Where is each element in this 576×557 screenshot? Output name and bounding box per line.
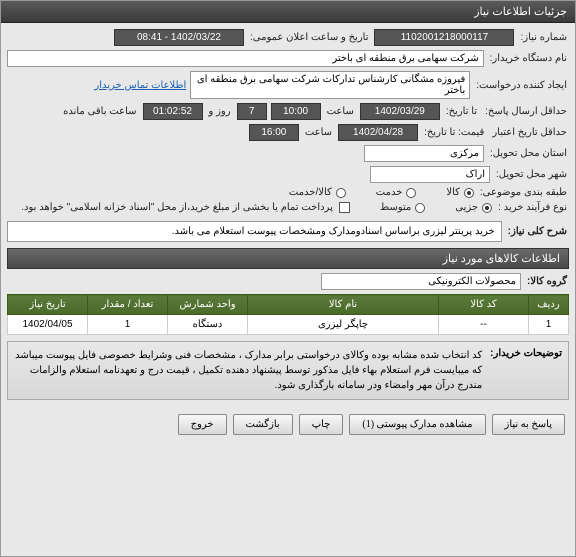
td-code: -- — [439, 315, 529, 335]
buyer-notes-label: توضیحات خریدار: — [490, 348, 562, 393]
province-value: مرکزی — [364, 145, 484, 162]
table-row[interactable]: 1 -- چاپگر لیزری دستگاه 1 1402/04/05 — [8, 315, 569, 335]
window: جزئیات اطلاعات نیاز شماره نیاز: 11020012… — [0, 0, 576, 557]
deadline-label: حداقل ارسال پاسخ: — [483, 106, 569, 117]
radio-service-dot — [406, 188, 416, 198]
validity-label: حداقل تاریخ اعتبار — [490, 127, 569, 138]
validity-date: 1402/04/28 — [338, 124, 418, 141]
city-label: شهر محل تحویل: — [494, 169, 569, 180]
remaining-label: ساعت باقی مانده — [61, 106, 138, 117]
payment-note: پرداخت تمام یا بخشی از مبلغ خرید،از محل … — [19, 202, 335, 213]
attachments-button[interactable]: مشاهده مدارک پیوستی (1) — [349, 414, 485, 435]
announce-date-value: 1402/03/22 - 08:41 — [114, 29, 244, 46]
th-qty: تعداد / مقدار — [88, 295, 168, 315]
th-name: نام کالا — [248, 295, 439, 315]
validity-time: 16:00 — [249, 124, 299, 141]
deadline-time: 10:00 — [271, 103, 321, 120]
day-label: روز و — [207, 106, 233, 117]
back-button[interactable]: بازگشت — [233, 414, 293, 435]
payment-checkbox[interactable] — [339, 202, 350, 213]
items-table: ردیف کد کالا نام کالا واحد شمارش تعداد /… — [7, 294, 569, 335]
need-number-label: شماره نیاز: — [518, 32, 569, 43]
requester-label: ایجاد کننده درخواست: — [474, 80, 569, 91]
content-area: شماره نیاز: 1102001218000117 تاریخ و ساع… — [1, 23, 575, 445]
province-label: استان محل تحویل: — [488, 148, 569, 159]
td-name: چاپگر لیزری — [248, 315, 439, 335]
radio-partial-dot — [482, 203, 492, 213]
radio-goods-dot — [464, 188, 474, 198]
radio-partial[interactable]: جزیی — [453, 202, 492, 213]
goods-group-label: گروه کالا: — [525, 276, 569, 287]
th-row: ردیف — [529, 295, 569, 315]
time-label-2: ساعت — [303, 127, 334, 138]
category-label: طبقه بندی موضوعی: — [478, 187, 569, 198]
print-button[interactable]: چاپ — [299, 414, 344, 435]
exit-button[interactable]: خروج — [178, 414, 227, 435]
requester-value: فیروزه مشگانی کارشناس تدارکات شرکت سهامی… — [190, 71, 470, 99]
radio-service-label: خدمت — [374, 187, 405, 198]
radio-service[interactable]: خدمت — [374, 187, 417, 198]
table-header-row: ردیف کد کالا نام کالا واحد شمارش تعداد /… — [8, 295, 569, 315]
td-row: 1 — [529, 315, 569, 335]
desc-label: شرح کلی نیاز: — [506, 226, 569, 237]
city-value: اراک — [370, 166, 490, 183]
respond-button[interactable]: پاسخ به نیاز — [492, 414, 566, 435]
radio-medium[interactable]: متوسط — [378, 202, 425, 213]
buyer-notes-text: کد انتخاب شده مشابه بوده وکالای درخواستی… — [14, 348, 482, 393]
radio-goods-label: کالا — [444, 187, 462, 198]
radio-partial-label: جزیی — [453, 202, 480, 213]
need-number-value: 1102001218000117 — [374, 29, 514, 46]
days-remaining: 7 — [237, 103, 267, 120]
desc-text: خرید پرینتر لیزری براساس اسنادومدارک ومش… — [7, 221, 502, 242]
buyer-org-value: شرکت سهامی برق منطقه ای باختر — [7, 50, 484, 67]
buyer-notes-box: توضیحات خریدار: کد انتخاب شده مشابه بوده… — [7, 341, 569, 400]
button-bar: پاسخ به نیاز مشاهده مدارک پیوستی (1) چاپ… — [7, 410, 569, 439]
announce-date-label: تاریخ و ساعت اعلان عمومی: — [248, 32, 371, 43]
td-unit: دستگاه — [168, 315, 248, 335]
deadline-from-label: تا تاریخ: — [444, 106, 479, 117]
goods-group-value: محصولات الکترونیکی — [321, 273, 521, 290]
items-section-header: اطلاعات کالاهای مورد نیاز — [7, 248, 569, 269]
countdown: 01:02:52 — [143, 103, 203, 120]
validity-from-label: قیمت: تا تاریخ: — [422, 127, 486, 138]
radio-medium-dot — [415, 203, 425, 213]
buyer-org-label: نام دستگاه خریدار: — [488, 53, 569, 64]
radio-both-label: کالا/خدمت — [287, 187, 334, 198]
window-titlebar: جزئیات اطلاعات نیاز — [1, 1, 575, 23]
time-label-1: ساعت — [325, 106, 356, 117]
radio-both[interactable]: کالا/خدمت — [287, 187, 346, 198]
radio-goods[interactable]: کالا — [444, 187, 474, 198]
radio-medium-label: متوسط — [378, 202, 413, 213]
th-date: تاریخ نیاز — [8, 295, 88, 315]
deadline-date: 1402/03/29 — [360, 103, 440, 120]
th-unit: واحد شمارش — [168, 295, 248, 315]
td-date: 1402/04/05 — [8, 315, 88, 335]
td-qty: 1 — [88, 315, 168, 335]
contact-link[interactable]: اطلاعات تماس خریدار — [94, 80, 186, 91]
th-code: کد کالا — [439, 295, 529, 315]
window-title: جزئیات اطلاعات نیاز — [474, 6, 567, 18]
radio-both-dot — [336, 188, 346, 198]
process-label: نوع فرآیند خرید : — [496, 202, 569, 213]
